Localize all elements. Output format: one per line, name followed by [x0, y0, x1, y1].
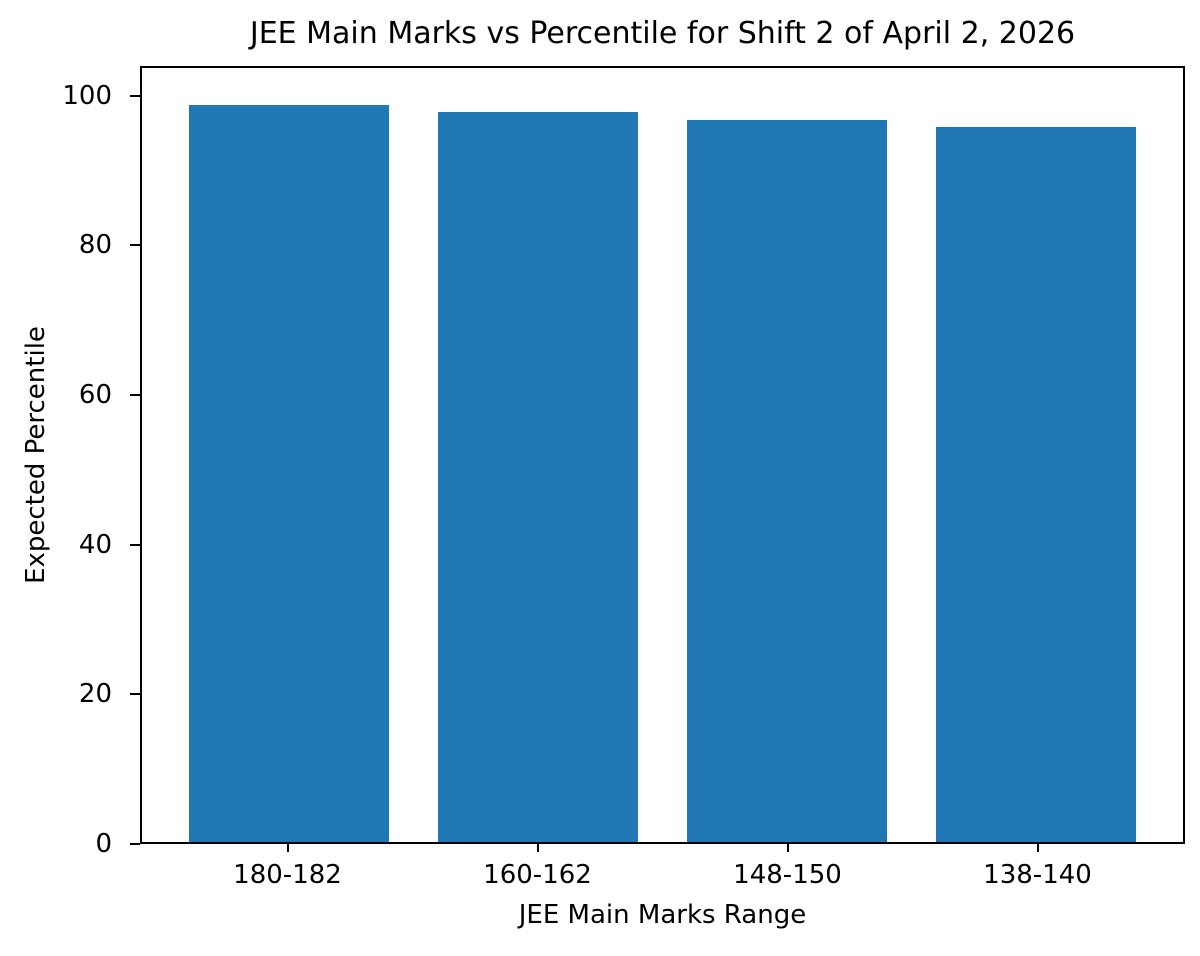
y-tick-mark-20: [130, 693, 140, 696]
y-tick-label-20: 20: [78, 679, 112, 710]
x-tick-label-180-182: 180-182: [233, 860, 342, 890]
x-tick-mark-138-140: [1036, 844, 1039, 852]
chart-title: JEE Main Marks vs Percentile for Shift 2…: [249, 16, 1076, 51]
x-tick-label-138-140: 138-140: [983, 860, 1092, 890]
bar-160-162: [438, 112, 638, 842]
y-tick-mark-60: [130, 393, 140, 396]
y-tick-mark-40: [130, 543, 140, 546]
x-tick-mark-180-182: [286, 844, 289, 852]
bar-180-182: [189, 104, 389, 842]
y-tick-mark-100: [130, 94, 140, 97]
y-tick-label-80: 80: [78, 230, 112, 261]
bar-148-150: [687, 119, 887, 842]
y-tick-label-40: 40: [78, 529, 112, 560]
bar-138-140: [936, 127, 1136, 842]
x-tick-mark-148-150: [786, 844, 789, 852]
plot-area: [140, 66, 1185, 844]
x-tick-label-148-150: 148-150: [733, 860, 842, 890]
y-tick-label-60: 60: [78, 379, 112, 410]
x-axis-label: JEE Main Marks Range: [518, 900, 807, 930]
y-tick-label-0: 0: [95, 829, 112, 859]
y-tick-mark-80: [130, 244, 140, 247]
y-tick-mark-0: [130, 843, 140, 845]
y-tick-label-100: 100: [62, 80, 112, 111]
x-tick-label-160-162: 160-162: [483, 860, 592, 890]
x-tick-mark-160-162: [536, 844, 539, 852]
